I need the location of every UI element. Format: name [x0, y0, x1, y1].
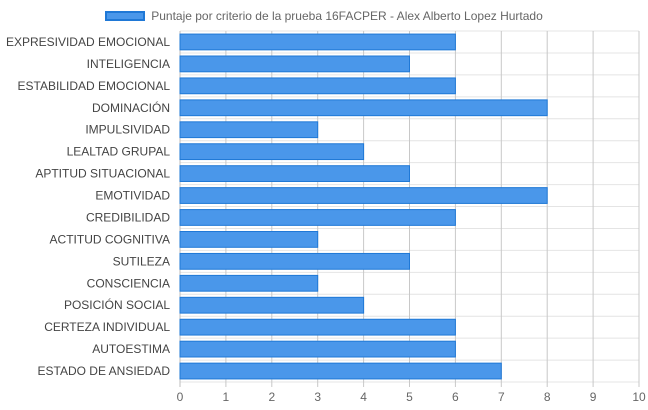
legend-swatch: [105, 11, 146, 21]
category-label: LEALTAD GRUPAL: [67, 145, 171, 159]
category-labels: EXPRESIVIDAD EMOCIONAL INTELIGENCIA ESTABI…: [6, 35, 170, 378]
category-label: CERTEZA INDIVIDUAL: [44, 320, 170, 334]
category-label: POSICIÓN SOCIAL: [64, 297, 170, 312]
bar[interactable]: [179, 33, 456, 51]
x-tick-label: 4: [360, 390, 367, 404]
x-tick-label: 0: [177, 390, 184, 404]
x-tick-label: 8: [544, 390, 551, 404]
bar[interactable]: [179, 318, 456, 336]
bars: [179, 33, 548, 380]
x-tick-label: 6: [452, 390, 459, 404]
x-tick-labels: 0 1 2 3 4 5 6 7 8 9 10: [177, 390, 646, 404]
x-tick-label: 3: [314, 390, 321, 404]
category-label: ESTABILIDAD EMOCIONAL: [18, 79, 171, 93]
legend-label: Puntaje por criterio de la prueba 16FACP…: [151, 9, 543, 23]
category-label: CONSCIENCIA: [87, 276, 170, 290]
category-label: EMOTIVIDAD: [95, 189, 170, 203]
x-tick-label: 10: [632, 390, 646, 404]
bar[interactable]: [179, 99, 548, 117]
bar[interactable]: [179, 274, 319, 292]
bar[interactable]: [179, 209, 456, 226]
bar[interactable]: [179, 252, 410, 270]
bar[interactable]: [179, 121, 319, 139]
category-label: AUTOESTIMA: [92, 342, 170, 356]
bar[interactable]: [179, 362, 502, 380]
category-label: ACTITUD COGNITIVA: [50, 232, 170, 246]
category-label: ESTADO DE ANSIEDAD: [38, 364, 171, 378]
bar[interactable]: [179, 55, 410, 73]
category-label: CREDIBILIDAD: [86, 210, 170, 224]
x-tick-label: 9: [590, 390, 597, 404]
x-tick-label: 1: [223, 390, 230, 404]
bar[interactable]: [179, 187, 548, 204]
legend[interactable]: Puntaje por criterio de la prueba 16FACP…: [0, 6, 648, 26]
bar[interactable]: [179, 165, 410, 182]
x-tick-label: 2: [268, 390, 275, 404]
category-label: INTELIGENCIA: [87, 57, 170, 71]
x-tick-label: 5: [406, 390, 413, 404]
bar[interactable]: [179, 77, 456, 95]
bar[interactable]: [179, 340, 456, 358]
bar[interactable]: [179, 231, 319, 248]
bar[interactable]: [179, 296, 365, 314]
category-label: SUTILEZA: [113, 254, 170, 268]
x-tick-label: 7: [498, 390, 505, 404]
category-label: APTITUD SITUACIONAL: [35, 167, 170, 181]
category-label: EXPRESIVIDAD EMOCIONAL: [6, 35, 170, 49]
bar[interactable]: [179, 143, 365, 161]
category-label: IMPULSIVIDAD: [85, 123, 170, 137]
category-label: DOMINACIÓN: [92, 100, 170, 115]
